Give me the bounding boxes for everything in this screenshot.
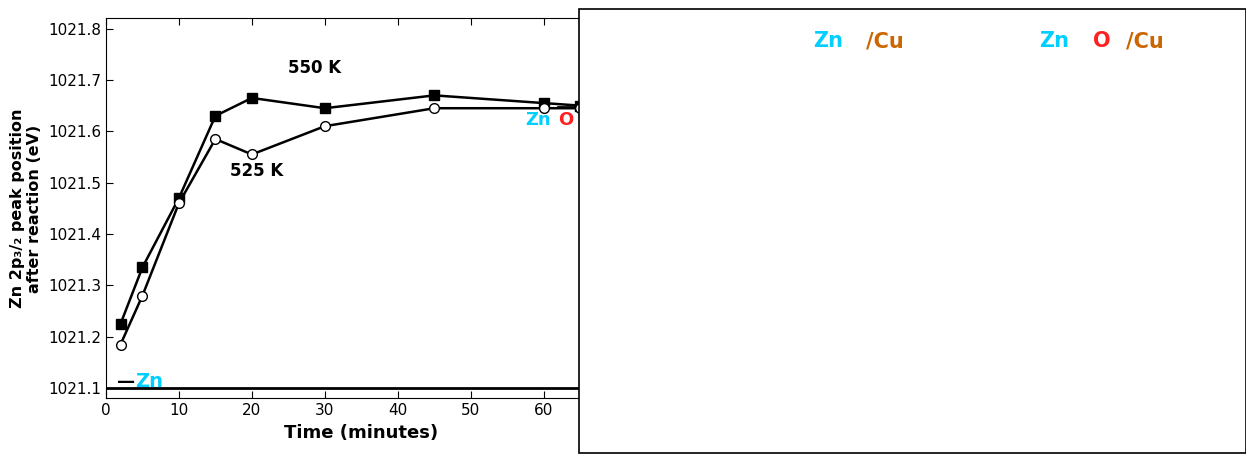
Text: /Cu: /Cu (1126, 32, 1164, 51)
X-axis label: Time (minutes): Time (minutes) (284, 424, 439, 442)
FancyBboxPatch shape (579, 9, 1246, 453)
Text: 550 K: 550 K (288, 60, 341, 77)
Text: O: O (558, 111, 573, 129)
Text: Zn: Zn (1039, 32, 1069, 51)
Text: 525 K: 525 K (231, 162, 283, 180)
Text: Zn: Zn (526, 111, 551, 129)
Text: Zn: Zn (812, 32, 842, 51)
Y-axis label: Zn 2p₃/₂ peak position
after reaction (eV): Zn 2p₃/₂ peak position after reaction (e… (10, 109, 42, 308)
Text: /Cu: /Cu (866, 32, 903, 51)
Text: Zn: Zn (135, 372, 163, 391)
Text: —: — (117, 373, 135, 391)
Text: O: O (1093, 32, 1110, 51)
